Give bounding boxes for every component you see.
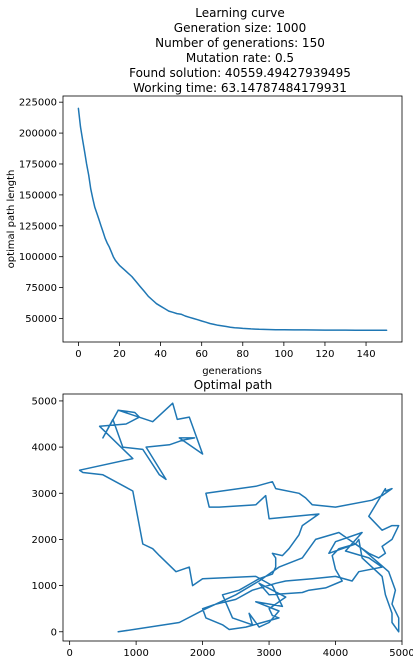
learning-curve-xtick: 80 bbox=[236, 342, 249, 360]
learning-curve-xtick: 60 bbox=[195, 342, 208, 360]
x-tick-label: 5000 bbox=[389, 648, 413, 659]
optimal-path-ytick: 3000 bbox=[32, 489, 63, 500]
y-tick-label: 75000 bbox=[25, 283, 57, 294]
x-tick-label: 3000 bbox=[256, 648, 281, 659]
optimal-path-xticks: 0 1000 2000 3000 4000 5000 bbox=[66, 641, 413, 659]
learning-curve-xtick: 40 bbox=[154, 342, 167, 360]
chart-title-line-5: Found solution: 40559.49427939495 bbox=[129, 66, 351, 80]
optimal-path-xtick: 4000 bbox=[323, 641, 348, 659]
y-tick-label: 100000 bbox=[19, 252, 57, 263]
learning-curve-line bbox=[77, 107, 388, 331]
learning-curve-yticks: 50000 75000 100000 125000 150000 175000 … bbox=[19, 98, 63, 325]
learning-curve-ytick: 50000 bbox=[25, 314, 63, 325]
x-tick-label: 4000 bbox=[323, 648, 348, 659]
optimal-path-xtick: 3000 bbox=[256, 641, 282, 659]
x-tick-label: 0 bbox=[66, 648, 72, 659]
learning-curve-ylabel: optimal path length bbox=[6, 170, 17, 269]
optimal-path-title: Optimal path bbox=[194, 378, 273, 392]
chart-title-line-3: Number of generations: 150 bbox=[155, 36, 325, 50]
x-tick-label: 0 bbox=[75, 349, 81, 360]
learning-curve-ytick: 175000 bbox=[19, 159, 63, 170]
optimal-path-xtick: 5000 bbox=[389, 641, 413, 659]
optimal-path-chart: Optimal path 0 1000 2000 3000 4000 5000 … bbox=[32, 378, 413, 659]
optimal-path-xtick: 2000 bbox=[190, 641, 215, 659]
y-tick-label: 0 bbox=[51, 627, 57, 638]
y-tick-label: 3000 bbox=[32, 489, 57, 500]
optimal-path-ytick: 2000 bbox=[32, 535, 63, 546]
y-tick-label: 5000 bbox=[32, 396, 57, 407]
learning-curve-xtick: 0 bbox=[75, 342, 82, 360]
y-tick-label: 150000 bbox=[19, 190, 57, 201]
optimal-path-xtick: 1000 bbox=[123, 641, 149, 659]
learning-curve-ytick: 75000 bbox=[25, 283, 63, 294]
y-tick-label: 225000 bbox=[19, 98, 57, 109]
optimal-path-ytick: 1000 bbox=[32, 581, 63, 592]
chart-title-line-1: Learning curve bbox=[195, 6, 285, 20]
optimal-path-yticks: 0 1000 2000 3000 4000 5000 bbox=[32, 396, 63, 638]
x-tick-label: 120 bbox=[315, 349, 334, 360]
learning-curve-xtick: 100 bbox=[274, 342, 293, 360]
learning-curve-ytick: 225000 bbox=[19, 98, 63, 109]
optimal-path-line bbox=[78, 402, 400, 633]
learning-curve-chart: Learning curve Generation size: 1000 Num… bbox=[6, 6, 403, 377]
y-tick-label: 200000 bbox=[19, 129, 57, 140]
y-tick-label: 50000 bbox=[25, 314, 57, 325]
learning-curve-axes bbox=[62, 95, 403, 343]
optimal-path-axes bbox=[62, 393, 403, 642]
learning-curve-ytick: 150000 bbox=[19, 190, 63, 201]
optimal-path-xtick: 0 bbox=[66, 641, 73, 659]
learning-curve-ytick: 200000 bbox=[19, 129, 63, 140]
learning-curve-ytick: 125000 bbox=[19, 221, 63, 232]
y-tick-label: 2000 bbox=[32, 535, 57, 546]
x-tick-label: 100 bbox=[274, 349, 293, 360]
learning-curve-xticks: 0 20 40 60 80 100 120 140 bbox=[75, 342, 376, 360]
chart-title-line-6: Working time: 63.14787484179931 bbox=[133, 81, 347, 95]
y-tick-label: 125000 bbox=[19, 221, 57, 232]
x-tick-label: 60 bbox=[195, 349, 208, 360]
x-tick-label: 40 bbox=[154, 349, 167, 360]
optimal-path-ytick: 5000 bbox=[32, 396, 63, 407]
x-tick-label: 2000 bbox=[190, 648, 215, 659]
y-tick-label: 175000 bbox=[19, 159, 57, 170]
y-tick-label: 4000 bbox=[32, 443, 57, 454]
learning-curve-xlabel: generations bbox=[202, 366, 262, 377]
y-tick-label: 1000 bbox=[32, 581, 57, 592]
learning-curve-xtick: 20 bbox=[113, 342, 126, 360]
learning-curve-xtick: 120 bbox=[315, 342, 335, 360]
chart-title-line-4: Mutation rate: 0.5 bbox=[186, 51, 294, 65]
optimal-path-ytick: 4000 bbox=[32, 443, 63, 454]
x-tick-label: 140 bbox=[356, 349, 375, 360]
optimal-path-ytick: 0 bbox=[51, 627, 63, 638]
x-tick-label: 80 bbox=[236, 349, 249, 360]
learning-curve-ytick: 100000 bbox=[19, 252, 63, 263]
x-tick-label: 20 bbox=[113, 349, 126, 360]
x-tick-label: 1000 bbox=[123, 648, 148, 659]
chart-title-line-2: Generation size: 1000 bbox=[174, 21, 306, 35]
learning-curve-xtick: 140 bbox=[356, 342, 376, 360]
